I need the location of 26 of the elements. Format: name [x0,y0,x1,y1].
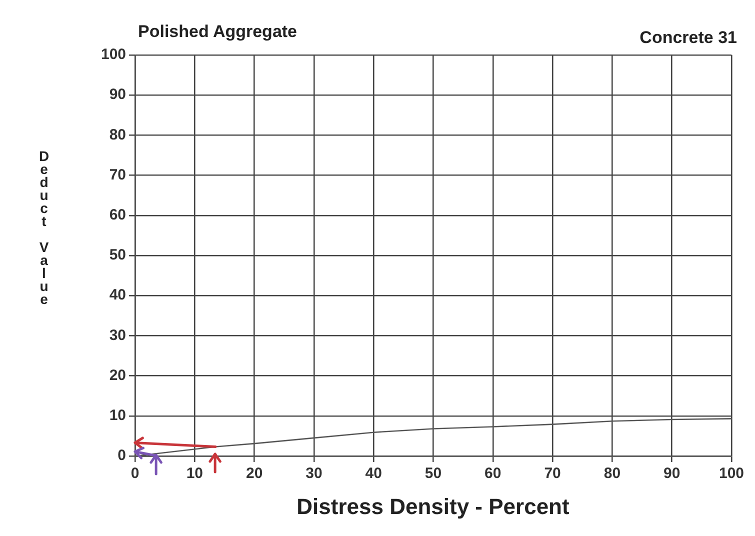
y-tick-label: 90 [109,86,126,104]
chart-title: Polished Aggregate [138,22,298,42]
x-tick-label: 10 [186,465,204,482]
y-tick-label: 60 [109,206,126,224]
x-tick-label: 30 [306,465,322,482]
x-tick-label: 90 [663,465,680,482]
x-tick-label: 80 [604,465,621,482]
x-axis-title: Distress Density - Percent [296,494,570,520]
x-tick-label: 70 [544,465,561,482]
y-tick-label: 10 [109,407,126,424]
x-tick-label: 0 [130,465,140,482]
x-tick-label: 50 [424,465,442,482]
y-tick-label: 50 [109,246,126,264]
y-tick-label: 0 [118,447,126,464]
y-tick-label: 70 [109,166,126,184]
y-tick-label: 30 [109,326,126,344]
chart-subtitle: Concrete 31 [640,28,737,48]
x-tick-label: 60 [484,465,502,482]
x-tick-label: 40 [365,465,382,482]
y-tick-label: 40 [109,286,126,304]
y-axis-title: Deduct Value [36,148,52,304]
y-tick-label: 20 [109,366,126,384]
x-tick-label: 20 [246,465,263,482]
y-tick-label: 80 [109,126,126,144]
x-tick-label: 100 [718,465,744,482]
y-tick-label: 100 [100,46,126,64]
